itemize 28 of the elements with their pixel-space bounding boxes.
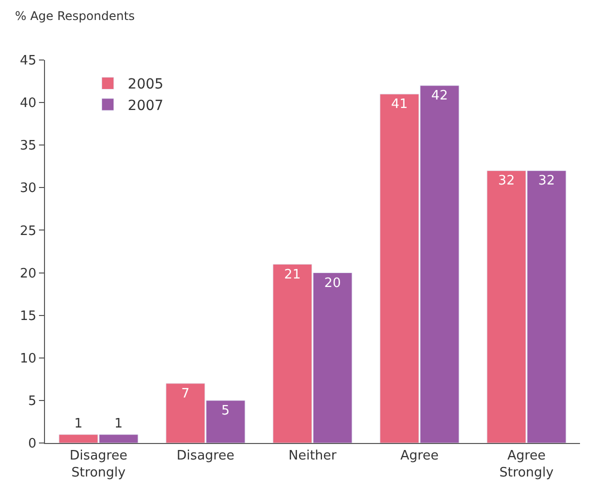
data-label: 21 (284, 267, 301, 282)
y-tick-label: 35 (20, 138, 36, 154)
y-tick-label: 15 (20, 308, 36, 324)
x-tick-label: Disagree Strongly (70, 448, 128, 480)
data-label: 42 (431, 88, 448, 104)
data-label: 32 (498, 174, 515, 189)
data-label: 1 (114, 416, 123, 432)
y-tick-label: 45 (20, 54, 36, 69)
y-tick-label: 10 (20, 351, 36, 366)
y-tick-label: 25 (20, 224, 36, 239)
x-tick-label: Neither (288, 448, 338, 464)
y-tick-label: 5 (28, 394, 36, 409)
y-tick-label: 40 (20, 96, 36, 112)
x-tick-label: Agree (400, 448, 439, 464)
y-tick-label: 20 (20, 266, 36, 282)
x-tick-label: Disagree (176, 448, 234, 464)
data-label: 7 (181, 386, 190, 402)
legend-label: 2007 (128, 98, 164, 114)
x-tick-label: Agree Strongly (499, 448, 554, 480)
data-label: 20 (324, 276, 341, 291)
data-label: 1 (74, 416, 83, 432)
data-label: 41 (391, 97, 408, 112)
data-label: 5 (221, 403, 230, 418)
y-tick-label: 0 (28, 436, 36, 452)
y-axis-title: % Age Respondents (15, 9, 135, 23)
y-tick-label: 30 (20, 181, 36, 196)
data-label: 32 (538, 174, 555, 189)
legend-label: 2005 (128, 76, 164, 93)
